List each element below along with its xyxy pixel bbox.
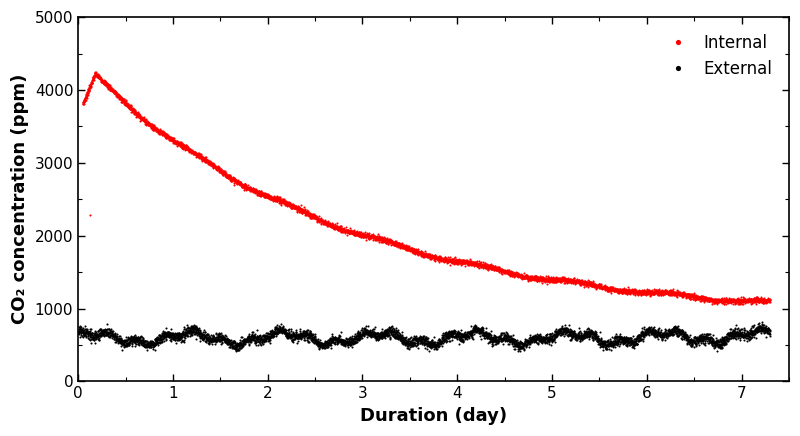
Internal <box>554 277 563 282</box>
Internal <box>91 69 101 74</box>
X-axis label: Duration (day): Duration (day) <box>360 407 507 425</box>
External <box>765 334 774 339</box>
Internal <box>410 249 419 254</box>
External <box>199 334 209 340</box>
Internal <box>765 300 774 305</box>
Internal <box>213 165 222 170</box>
External <box>513 349 522 354</box>
Internal <box>86 213 95 218</box>
Line: External: External <box>77 321 771 352</box>
External <box>757 320 766 325</box>
Internal <box>715 297 725 303</box>
External <box>590 336 599 341</box>
Legend: Internal, External: Internal, External <box>654 25 781 86</box>
External <box>338 337 347 343</box>
External <box>74 330 83 335</box>
Internal <box>719 302 729 307</box>
External <box>523 339 533 344</box>
External <box>488 338 498 343</box>
Internal <box>698 296 707 302</box>
Line: Internal: Internal <box>82 71 771 306</box>
Internal <box>720 298 730 303</box>
Y-axis label: CO₂ concentration (ppm): CO₂ concentration (ppm) <box>11 74 29 324</box>
External <box>642 327 652 333</box>
